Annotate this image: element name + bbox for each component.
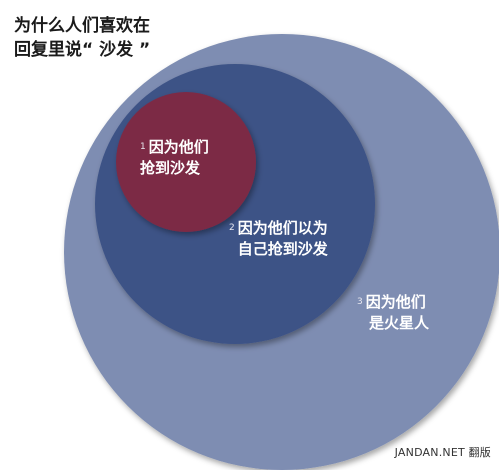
middle-circle-text-1: 因为他们以为 xyxy=(237,219,328,237)
outer-circle-number: 3 xyxy=(357,297,363,307)
site-credit: JANDAN.NET 翻版 xyxy=(394,446,491,459)
inner-circle-number: 1 xyxy=(140,142,146,152)
outer-circle-label: 3 因为他们 是火星人 xyxy=(357,292,429,334)
title-line-1: 为什么人们喜欢在 xyxy=(14,16,150,36)
middle-circle-number: 2 xyxy=(229,223,235,233)
outer-circle-text-1: 因为他们 xyxy=(365,293,426,311)
inner-circle xyxy=(116,92,256,232)
middle-circle-label: 2 因为他们以为 自己抢到沙发 xyxy=(229,218,328,260)
middle-circle-text-2: 自己抢到沙发 xyxy=(237,240,328,258)
page-title: 为什么人们喜欢在 回复里说“ 沙发 ” xyxy=(14,14,150,62)
outer-circle-text-2: 是火星人 xyxy=(369,314,430,332)
inner-circle-text-2: 抢到沙发 xyxy=(140,159,201,177)
inner-circle-text-1: 因为他们 xyxy=(148,138,209,156)
title-line-2: 回复里说“ 沙发 ” xyxy=(14,40,151,60)
inner-circle-label: 1 因为他们 抢到沙发 xyxy=(140,137,209,179)
